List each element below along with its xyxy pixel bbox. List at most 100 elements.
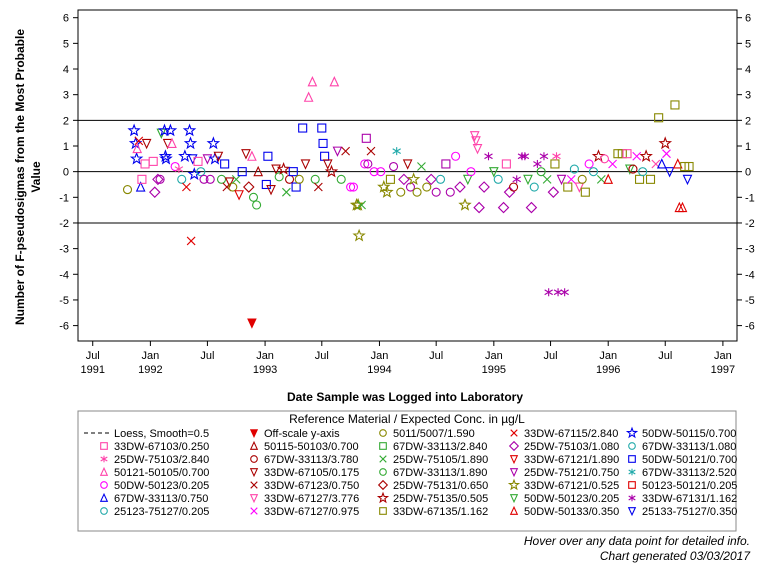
data-point [396,187,406,197]
data-point [182,123,197,137]
legend-marker [249,429,259,438]
data-point [525,201,538,214]
legend-marker [99,466,109,476]
y-tick-label: -6 [59,321,69,333]
data-point [628,164,638,174]
data-point [228,182,238,192]
legend-label: 33DW-67103/0.250 [114,441,209,453]
data-point [445,187,455,197]
data-point [298,123,308,133]
data-point [351,197,365,211]
data-point [274,172,284,182]
legend-marker [250,455,258,463]
x-tick-label: Jul [429,350,443,362]
data-point [603,173,614,184]
data-point [324,164,339,178]
data-point [539,152,549,161]
data-point [152,173,164,186]
x-tick-year-label: 1995 [482,364,506,376]
data-point [547,186,560,198]
data-point [159,151,173,165]
legend-label: 33DW-67135/1.162 [393,506,488,518]
data-point [472,144,483,155]
data-point [352,228,366,242]
data-point [431,187,441,197]
data-point [392,147,401,156]
legend-label: 25DW-75103/2.840 [114,454,209,466]
data-point [332,146,343,157]
data-point [469,131,480,142]
y-tick-label: 5 [63,38,69,50]
data-point [588,167,599,177]
data-point [322,159,333,170]
data-point [544,288,553,297]
legend-label: 33DW-67105/0.175 [264,467,359,479]
legend-marker [379,442,387,450]
data-point [148,156,158,166]
data-point [501,159,511,169]
legend-label: 50DW-50123/0.205 [524,493,619,505]
data-point [622,149,632,159]
data-point [376,167,386,177]
data-point [253,165,264,177]
data-point [645,174,656,184]
data-point [247,150,257,161]
x-axis-label: Date Sample was Logged into Laboratory [287,390,523,404]
y-tick-label-right: -5 [745,295,755,307]
x-tick-label: Jan [142,350,160,362]
legend-marker [100,455,108,463]
x-tick-year-label: 1996 [596,364,620,376]
data-point [520,152,530,161]
legend-label: 33DW-67127/0.975 [264,506,359,518]
legend-label: 25DW-75105/1.890 [393,454,488,466]
data-point [206,136,221,150]
legend-label: 33DW-67123/0.750 [264,480,359,492]
legend-marker [100,442,108,450]
data-point [566,174,576,184]
y-tick-label-right: -6 [745,321,755,333]
legend-marker [250,507,258,515]
y-tick-label-right: -4 [745,269,755,281]
legend-marker [509,494,519,504]
x-tick-year-label: 1992 [138,364,162,376]
data-point [162,138,173,150]
legend-label: 33DW-67131/1.162 [642,493,737,505]
data-point [313,182,323,192]
data-point [193,156,203,166]
y-tick-label: -1 [59,192,69,204]
data-point [417,162,426,171]
y-tick-label: 1 [63,141,69,153]
legend-label: 67DW-33113/0.750 [114,493,208,505]
data-point [402,159,413,170]
data-point [529,182,539,192]
legend-marker [628,481,636,489]
data-point [574,182,585,193]
data-point [220,159,230,169]
y-axis-label: Number of F-pseudosigmas from the Most P… [13,29,27,325]
data-point [398,173,410,186]
data-point [357,200,366,210]
legend-marker [379,468,387,476]
x-tick-label: Jan [256,350,274,362]
data-point [656,158,667,169]
legend-label: 67DW-33113/2.520 [642,467,736,479]
data-point [234,190,244,201]
legend-label: 67DW-33113/1.890 [393,467,487,479]
legend-title: Reference Material / Expected Conc. in µ… [289,412,525,426]
legend-label: 25DW-75103/1.080 [524,441,619,453]
data-point [129,151,144,165]
data-point [271,164,281,175]
data-point [276,162,291,175]
legend-label: 50DW-50133/0.350 [524,506,619,518]
data-point [369,167,379,177]
data-point [182,182,191,192]
legend-label: Off-scale y-axis [264,428,340,440]
legend-marker [509,505,519,515]
data-point [174,165,184,174]
y-tick-label-right: 6 [745,13,751,25]
legend-marker [249,440,259,450]
data-point [670,100,680,110]
legend-label: 25DW-75121/0.750 [524,467,619,479]
data-point [484,152,493,161]
data-point [639,149,653,162]
